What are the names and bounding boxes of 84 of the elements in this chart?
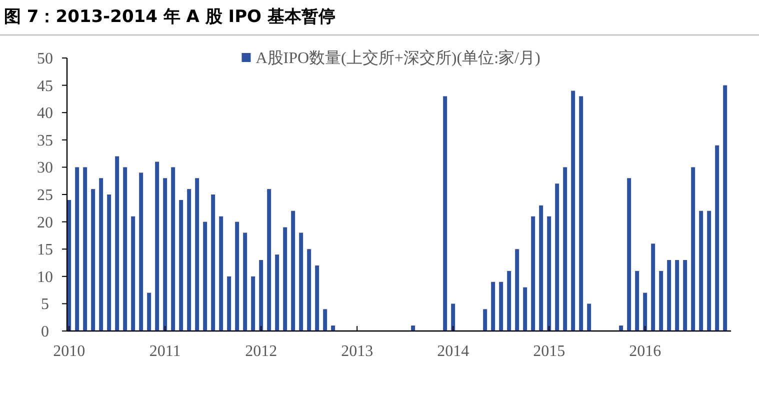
bar (163, 178, 168, 331)
x-tick-label: 2016 (629, 343, 662, 360)
bar (563, 167, 568, 331)
y-tick-label: 10 (37, 268, 53, 286)
bar (531, 216, 536, 331)
bar (619, 326, 624, 331)
x-tick-label: 2015 (533, 343, 566, 360)
y-tick-label: 0 (41, 324, 49, 340)
x-tick-label: 2012 (245, 343, 278, 360)
bar (291, 210, 296, 331)
bar (91, 189, 96, 331)
x-tick-label: 2010 (53, 343, 86, 360)
bar (523, 287, 528, 331)
bar (155, 162, 160, 331)
x-tick-label: 2014 (437, 343, 470, 360)
bar (259, 260, 264, 331)
bar (579, 96, 584, 331)
y-tick-label: 25 (37, 187, 53, 204)
bar (131, 216, 136, 331)
bar (651, 244, 656, 331)
bar (643, 292, 648, 331)
bar (227, 276, 232, 331)
bar (635, 270, 640, 331)
x-tick-label: 2013 (341, 343, 374, 360)
x-tick-label: 2011 (149, 343, 181, 360)
bar (315, 265, 320, 331)
bar (299, 232, 304, 331)
bar (123, 167, 128, 331)
y-tick-label: 40 (37, 105, 53, 122)
bar (683, 260, 688, 331)
bar (147, 292, 152, 331)
bar (411, 326, 416, 331)
bar (115, 156, 120, 331)
bar (539, 205, 544, 331)
bar (75, 167, 80, 331)
bar (219, 216, 224, 331)
bar (707, 210, 712, 331)
bar (715, 145, 720, 331)
y-tick-label: 35 (37, 132, 53, 150)
bar (571, 90, 576, 331)
y-tick-label: 20 (37, 214, 53, 232)
bar (443, 96, 448, 331)
bar (723, 85, 728, 331)
bar (243, 232, 248, 331)
title: 图 7：2013-2014 年 A 股 IPO 基本暂停 (4, 7, 336, 27)
bar (555, 184, 560, 331)
y-tick-label: 50 (37, 50, 53, 68)
bar (515, 249, 520, 331)
bar (627, 178, 632, 331)
bar (99, 178, 104, 331)
bar (187, 189, 192, 331)
bar (667, 260, 672, 331)
bar (139, 172, 144, 331)
y-tick-label: 5 (41, 296, 49, 314)
bar (251, 276, 256, 331)
bar (203, 222, 208, 331)
bar (507, 270, 512, 331)
bar (283, 227, 288, 331)
bar (547, 216, 552, 331)
y-tick-label: 45 (37, 78, 53, 95)
y-tick-label: 30 (37, 160, 53, 177)
bar (171, 167, 176, 331)
bar (451, 304, 456, 331)
bar (323, 309, 328, 331)
bar (483, 309, 488, 331)
bar (107, 194, 112, 331)
legend: A股IPO数量(上交所+深交所)(单位:家/月) (242, 50, 540, 67)
bar (331, 326, 336, 331)
bar (499, 282, 504, 331)
bar (587, 304, 592, 331)
bar (179, 200, 184, 331)
bar (275, 254, 280, 331)
bar (307, 249, 312, 331)
y-tick-label: 15 (37, 242, 53, 259)
bar (699, 210, 704, 331)
bar (491, 282, 496, 331)
bar (267, 189, 272, 331)
bar (83, 167, 88, 331)
bar (195, 178, 200, 331)
bar (235, 222, 240, 331)
bar (211, 194, 216, 331)
bar (691, 167, 696, 331)
bar (675, 260, 680, 331)
bar (659, 270, 664, 331)
